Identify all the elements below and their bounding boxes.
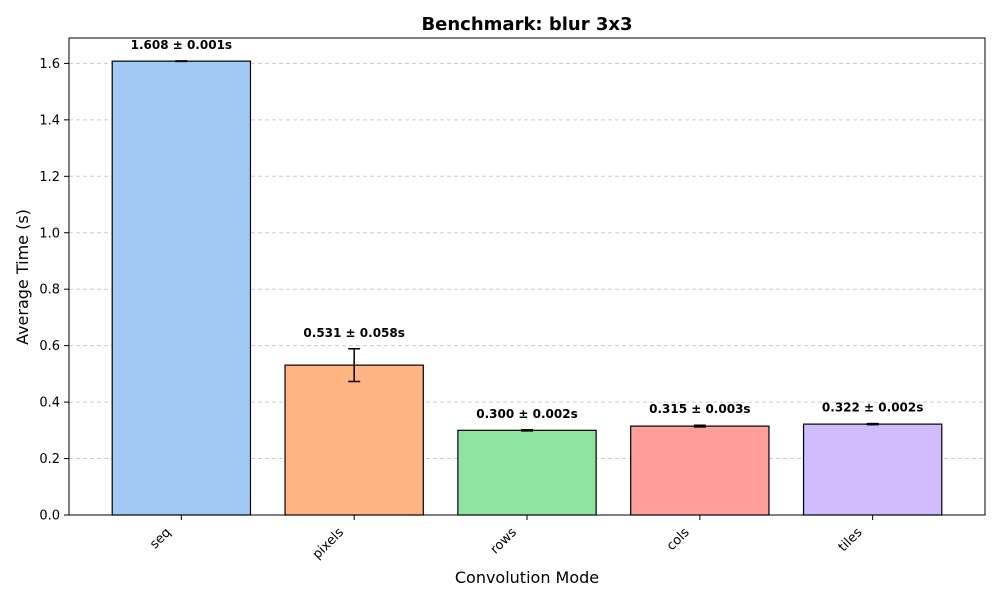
y-tick-label: 1.6 [39,57,60,72]
x-tick-label-cols: cols [664,525,693,554]
x-axis-label: Convolution Mode [455,568,599,587]
data-label-rows: 0.300 ± 0.002s [476,407,577,421]
bar-pixels [284,364,424,516]
error-bar-pixels [348,348,361,383]
data-label-pixels: 0.531 ± 0.058s [303,326,404,340]
bar-seq [111,60,252,516]
y-tick-label: 0.0 [39,509,60,524]
y-axis: 0.0 0.2 0.4 0.6 0.8 1.0 1.2 1.4 1.6 [39,57,69,524]
data-label-cols: 0.315 ± 0.003s [649,402,750,416]
error-bars [175,60,879,432]
error-bar-rows [521,429,533,432]
error-bar-cols [693,424,706,428]
y-tick-label: 0.4 [39,396,60,411]
grid-lines [69,62,985,460]
error-bar-seq [175,60,188,63]
data-label-seq: 1.608 ± 0.001s [131,38,232,52]
y-tick-label: 0.2 [39,452,60,467]
bar-cols [630,425,770,516]
bars [111,60,943,516]
x-axis: seq pixels rows cols tiles [147,515,874,562]
x-tick-label-pixels: pixels [310,525,347,562]
data-labels: 1.608 ± 0.001s 0.531 ± 0.058s 0.300 ± 0.00… [131,38,924,421]
y-axis-label: Average Time (s) [13,209,32,345]
x-tick-label-seq: seq [147,525,174,552]
y-tick-label: 1.2 [39,170,60,185]
y-tick-label: 1.4 [39,113,60,128]
bar-rows [457,429,597,516]
y-tick-label: 0.6 [39,339,60,354]
bar-tiles [802,423,943,516]
data-label-tiles: 0.322 ± 0.002s [822,401,923,415]
x-tick-label-tiles: tiles [836,525,866,555]
chart-title: Benchmark: blur 3x3 [421,14,632,35]
y-tick-label: 0.8 [39,283,60,298]
y-tick-label: 1.0 [39,226,60,241]
error-bar-tiles [866,422,879,426]
x-tick-label-rows: rows [488,525,520,557]
